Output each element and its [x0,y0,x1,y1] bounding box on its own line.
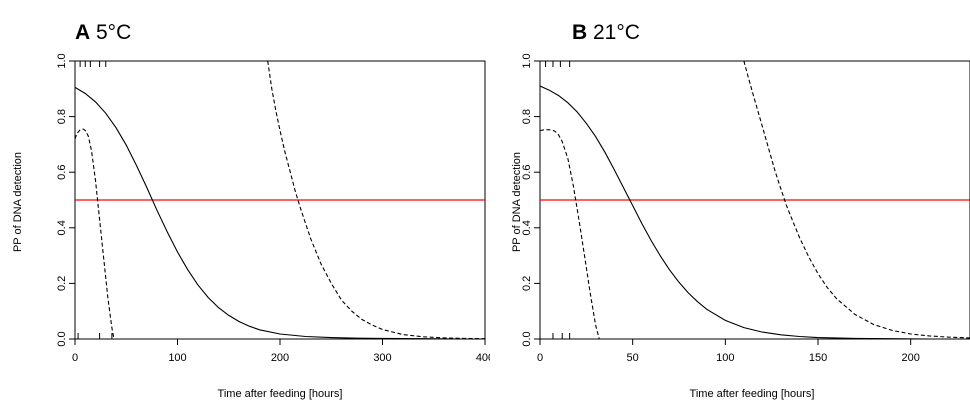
axis-ticks: 0 100 200 300 400 0.0 0.2 0.4 0.6 0.8 1.0 [56,53,490,364]
plot-area [539,60,970,340]
series-line-2 [75,128,115,339]
series-line-2 [540,129,600,339]
y-tick-label: 1.0 [521,53,533,68]
series-line-1 [540,85,970,339]
chart-panel-b: B 21°C 0 50 100 150 200 0.0 0.2 0.4 0.6 0.8 1.0 Ti… [511,21,970,400]
y-tick-label: 0.6 [521,165,533,180]
series-line-3 [743,61,970,339]
y-tick-label: 0.6 [56,165,68,180]
y-tick-label: 0.8 [521,109,533,124]
plot-area [74,60,486,340]
series-line-3 [267,61,485,339]
y-axis-label: PP of DNA detection [12,152,24,252]
x-tick-label: 150 [809,352,827,364]
x-tick-label: 50 [627,352,639,364]
y-tick-label: 0.8 [56,109,68,124]
x-tick-label: 200 [271,352,289,364]
y-tick-label: 0.4 [521,220,533,235]
panel-letter: A [75,21,90,44]
x-tick-label: 200 [902,352,920,364]
y-tick-label: 0.0 [56,331,68,346]
y-tick-label: 0.4 [56,220,68,235]
panel-title: 21°C [593,21,640,44]
chart-panel-a: A 5°C 0 100 200 300 400 0.0 0.2 0.4 0.6 0.8 1.0 Ti… [12,21,490,400]
x-tick-label: 100 [168,352,186,364]
x-tick-label: 400 [476,352,490,364]
y-axis-label: PP of DNA detection [511,152,523,252]
y-tick-label: 0.2 [56,276,68,291]
x-tick-label: 0 [72,352,78,364]
x-tick-label: 0 [537,352,543,364]
series-line-1 [75,86,485,339]
x-tick-label: 300 [373,352,391,364]
panel-title: 5°C [96,21,131,44]
series-group [75,61,485,339]
axis-ticks: 0 50 100 150 200 0.0 0.2 0.4 0.6 0.8 1.0 [521,53,920,364]
x-axis-label: Time after feeding [hours] [690,388,815,400]
x-axis-label: Time after feeding [hours] [218,388,343,400]
panel-letter: B [572,21,587,44]
y-tick-label: 1.0 [56,53,68,68]
y-tick-label: 0.0 [521,331,533,346]
series-group [540,61,970,339]
x-tick-label: 100 [716,352,734,364]
y-tick-label: 0.2 [521,276,533,291]
